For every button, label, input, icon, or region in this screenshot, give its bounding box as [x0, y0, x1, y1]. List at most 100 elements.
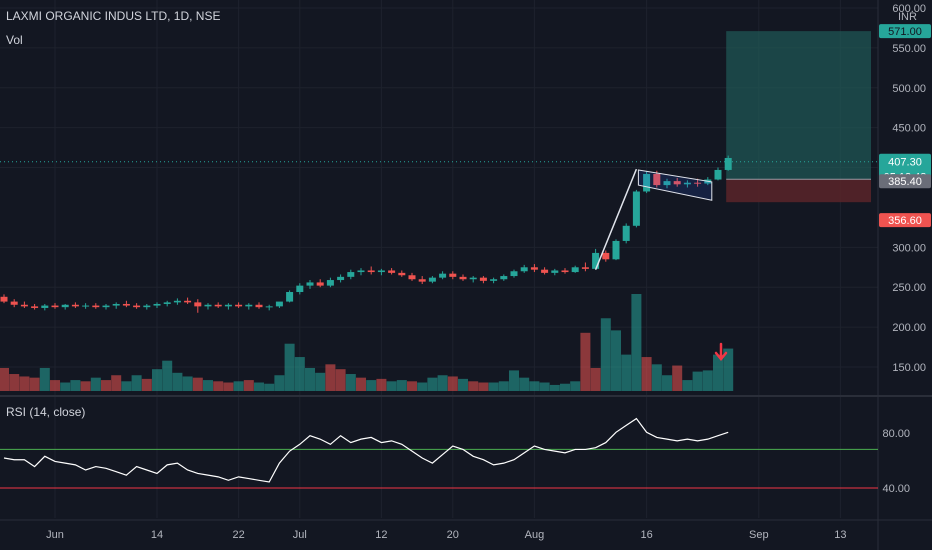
- candle-body: [510, 271, 518, 277]
- volume-legend[interactable]: Vol: [6, 33, 23, 47]
- stop-price-tag-text: 356.60: [888, 215, 922, 227]
- candle-body: [245, 304, 253, 307]
- target-price-tag: 571.00: [879, 24, 931, 39]
- candle-body: [347, 272, 355, 277]
- volume-bar: [284, 343, 295, 391]
- candle-body: [612, 240, 620, 260]
- volume-bar: [458, 378, 468, 391]
- candle-body: [561, 270, 569, 273]
- candle-body: [388, 270, 396, 273]
- candle-body: [398, 272, 406, 276]
- time-tick-label: 22: [232, 529, 244, 541]
- candle-body: [184, 300, 192, 303]
- volume-bar: [9, 374, 20, 391]
- volume-bar: [580, 332, 591, 391]
- time-tick-label: 14: [151, 529, 163, 541]
- candle-body: [275, 301, 283, 307]
- candle-body: [530, 267, 538, 270]
- volume-bar: [692, 371, 703, 391]
- volume-bar: [621, 354, 632, 391]
- target-price-tag-text: 571.00: [888, 26, 922, 38]
- volume-bar: [182, 376, 193, 391]
- stop-price-tag: 356.60: [879, 213, 931, 228]
- candle-body: [714, 169, 722, 180]
- entry-price-tag: 385.40: [879, 174, 931, 189]
- candle-body: [31, 306, 39, 308]
- candle-body: [337, 276, 345, 281]
- volume-bar: [478, 382, 489, 391]
- candle-body: [71, 304, 79, 307]
- volume-bar: [417, 382, 428, 391]
- volume-bar: [427, 377, 438, 391]
- volume-bar: [305, 367, 315, 391]
- candle-body: [683, 182, 691, 185]
- candle-body: [581, 267, 589, 269]
- candle-body: [102, 305, 110, 308]
- candle-body: [61, 304, 69, 308]
- entry-price-tag-bg: [879, 174, 931, 189]
- candle-body: [541, 269, 549, 273]
- entry-price-tag-text: 385.40: [888, 176, 922, 188]
- volume-bar: [641, 357, 652, 391]
- time-tick-label: 13: [834, 529, 846, 541]
- time-tick-label: 20: [447, 529, 459, 541]
- candle-body: [224, 304, 232, 307]
- volume-bar: [600, 318, 611, 391]
- candle-body: [306, 282, 314, 286]
- volume-bar: [152, 369, 162, 391]
- volume-bar: [223, 382, 234, 391]
- volume-bar: [111, 375, 122, 391]
- time-axis: Jun 14 22 Jul 12 20 Aug 16 Sep 13: [46, 529, 846, 541]
- candle-body: [92, 305, 100, 308]
- rsi-axis: 80.00 40.00: [882, 428, 910, 495]
- candle-body: [602, 252, 610, 260]
- volume-bar: [315, 372, 326, 391]
- volume-bar: [560, 383, 570, 391]
- volume-bar: [264, 383, 275, 391]
- candle-body: [112, 303, 120, 306]
- volume-bar: [631, 294, 642, 391]
- candle-body: [235, 304, 243, 307]
- volume-bar: [80, 381, 91, 391]
- volume-bar: [611, 330, 621, 391]
- candle-body: [520, 267, 528, 272]
- candle-body: [204, 304, 212, 307]
- candle-body: [500, 276, 508, 280]
- price-tick-label: 150.00: [892, 362, 926, 374]
- symbol-title[interactable]: LAXMI ORGANIC INDUS LTD, 1D, NSE: [6, 9, 221, 23]
- rsi-tick-label: 40.00: [882, 483, 910, 495]
- volume-bar: [70, 380, 81, 391]
- candle-body: [296, 285, 304, 293]
- volume-bar: [356, 377, 366, 391]
- candle-body: [0, 296, 8, 302]
- volume-bar: [407, 381, 417, 391]
- volume-bar: [192, 377, 203, 391]
- candle-body: [357, 270, 365, 273]
- candle-body: [173, 300, 181, 303]
- candle-body: [408, 275, 416, 280]
- volume-bar: [243, 380, 254, 391]
- stop-price-tag-bg: [879, 213, 931, 228]
- volume-bar: [590, 367, 601, 391]
- volume-bar: [121, 381, 132, 391]
- volume-bar: [702, 370, 713, 391]
- volume-bar: [213, 381, 224, 391]
- price-tick-label: 200.00: [892, 322, 926, 334]
- volume-bar: [233, 381, 244, 391]
- rsi-legend[interactable]: RSI (14, close): [6, 405, 86, 419]
- candle-body: [663, 181, 671, 186]
- candle-body: [479, 277, 487, 281]
- price-tick-label: 600.00: [892, 3, 926, 15]
- volume-bar: [141, 378, 152, 391]
- volume-bar: [549, 384, 560, 391]
- candle-body: [571, 267, 579, 273]
- candle-body: [163, 302, 171, 304]
- candle-body: [459, 276, 467, 280]
- volume-bar: [335, 369, 346, 391]
- candle-body: [428, 277, 436, 282]
- candle-body: [643, 173, 651, 192]
- candle-body: [449, 273, 457, 277]
- candle-body: [51, 305, 59, 308]
- candle-body: [632, 191, 640, 226]
